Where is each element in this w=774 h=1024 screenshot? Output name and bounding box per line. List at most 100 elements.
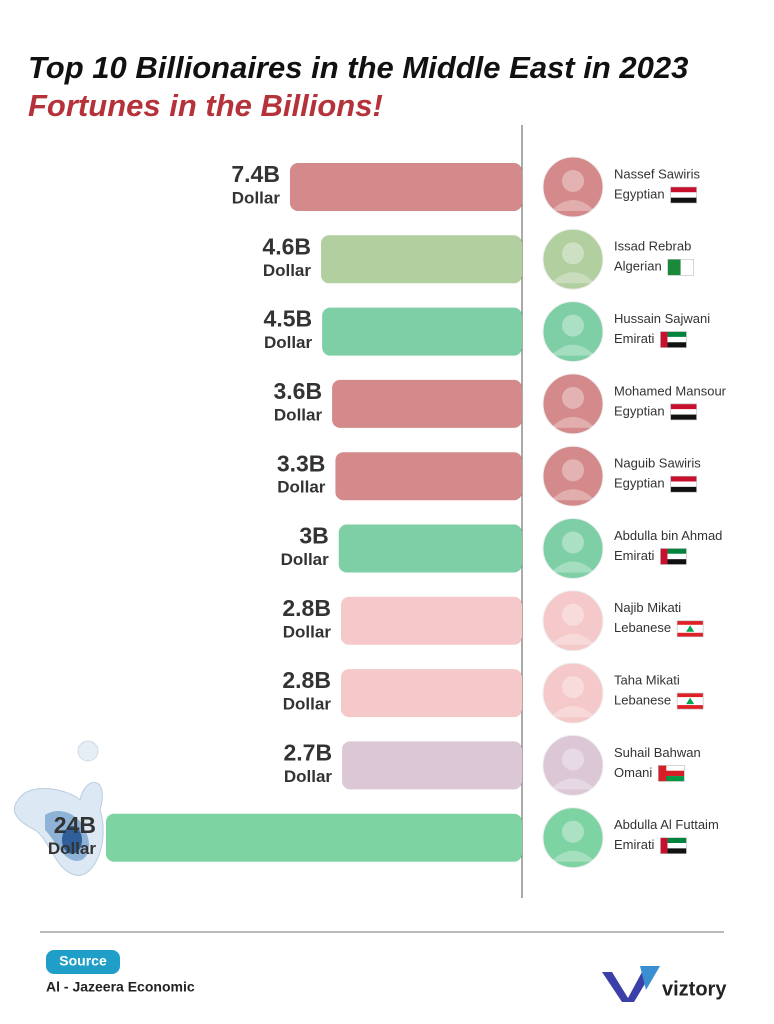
flag: [676, 692, 704, 710]
avatar-head: [562, 459, 584, 482]
avatar-body: [551, 416, 595, 428]
value-label: 2.8B: [282, 667, 331, 693]
person-name: Mohamed Mansour: [614, 383, 727, 398]
flag-stripe: [670, 414, 697, 420]
flag: [660, 548, 687, 565]
bar: [322, 307, 522, 356]
unit-label: Dollar: [283, 695, 332, 714]
bar: [289, 163, 522, 211]
flag-stripe: [670, 192, 697, 198]
person-name: Hussain Sajwani: [614, 311, 710, 326]
nationality: Algerian: [614, 259, 662, 274]
brand-name: viztory: [662, 978, 727, 1000]
unit-label: Dollar: [274, 405, 323, 424]
avatar-head: [562, 603, 584, 626]
avatar: [542, 518, 604, 579]
flag-stripe: [658, 765, 667, 782]
unit-label: Dollar: [281, 550, 330, 569]
flag-stripe: [670, 486, 697, 493]
avatar-head: [562, 314, 584, 337]
avatar-head: [562, 820, 584, 843]
chart-subtitle: Fortunes in the Billions!: [28, 88, 383, 123]
chart-title: Top 10 Billionaires in the Middle East i…: [28, 50, 688, 85]
avatar: [542, 156, 604, 218]
avatar: [542, 734, 604, 796]
unit-label: Dollar: [264, 333, 313, 352]
avatar: [542, 807, 604, 869]
flag: [660, 331, 687, 348]
avatar: [542, 445, 604, 507]
source-badge: [46, 950, 120, 974]
unit-label: Dollar: [232, 188, 281, 207]
nationality: Egyptian: [614, 403, 665, 418]
person-name: Abdulla bin Ahmad: [614, 528, 722, 543]
flag: [657, 765, 685, 782]
flag-border: [670, 403, 697, 421]
flag-stripe: [667, 848, 687, 854]
value-label: 4.5B: [264, 306, 313, 332]
bar: [321, 235, 522, 284]
flag-border: [657, 765, 685, 782]
value-label: 3.6B: [274, 378, 323, 404]
avatar-body: [551, 850, 595, 862]
avatar: [542, 301, 604, 363]
bar: [342, 741, 522, 790]
value-label: 4.6B: [262, 233, 311, 259]
person-name: Naguib Sawiris: [614, 456, 701, 471]
source-text: Al - Jazeera Economic: [46, 979, 195, 995]
avatar-head: [562, 748, 584, 771]
flag-border: [667, 258, 695, 276]
avatar-body: [551, 272, 595, 284]
flag-border: [676, 620, 704, 638]
flag-stripe: [670, 403, 697, 410]
avatar: [542, 228, 604, 290]
value-label: 2.8B: [282, 595, 331, 621]
avatar-head: [562, 170, 584, 192]
flag-cedar: [686, 625, 695, 632]
bar: [106, 813, 522, 862]
avatar: [542, 590, 604, 652]
unit-label: Dollar: [48, 839, 97, 858]
unit-label: Dollar: [277, 478, 326, 497]
flag-stripe: [667, 548, 687, 554]
flag: [670, 186, 697, 204]
flag-stripe: [667, 259, 681, 276]
person-name: Taha Mikati: [614, 673, 680, 688]
bar: [332, 379, 522, 428]
avatar-body: [551, 344, 595, 356]
flag-border: [670, 475, 697, 493]
flag-stripe: [667, 336, 687, 343]
value-label: 3.3B: [277, 450, 326, 476]
bar: [335, 452, 522, 501]
avatar-body: [551, 706, 595, 718]
value-label: 3B: [299, 523, 328, 549]
flag-border: [660, 548, 687, 565]
avatar-body: [551, 200, 595, 211]
nationality: Emirati: [614, 331, 655, 346]
flag-stripe: [667, 553, 687, 560]
bar: [340, 669, 522, 718]
flag-stripe: [670, 481, 697, 487]
nationality: Egyptian: [614, 476, 665, 491]
flag-stripe: [667, 342, 687, 348]
flag: [670, 403, 697, 421]
source-label: Source: [59, 953, 107, 969]
flag-stripe: [670, 476, 697, 482]
unit-label: Dollar: [283, 622, 332, 641]
unit-label: Dollar: [263, 261, 312, 280]
flag-border: [676, 692, 704, 710]
flag-cedar: [686, 697, 695, 705]
flag-stripe: [667, 559, 687, 565]
flag: [660, 837, 687, 855]
avatar-head: [562, 386, 584, 409]
flag-stripe: [667, 331, 687, 337]
avatar-body: [551, 489, 595, 501]
flag-stripe: [670, 187, 697, 193]
flag-border: [660, 837, 687, 855]
person-name: Suhail Bahwan: [614, 745, 701, 760]
avatar-head: [562, 531, 584, 554]
avatar-head: [562, 676, 584, 699]
flag: [676, 620, 704, 638]
